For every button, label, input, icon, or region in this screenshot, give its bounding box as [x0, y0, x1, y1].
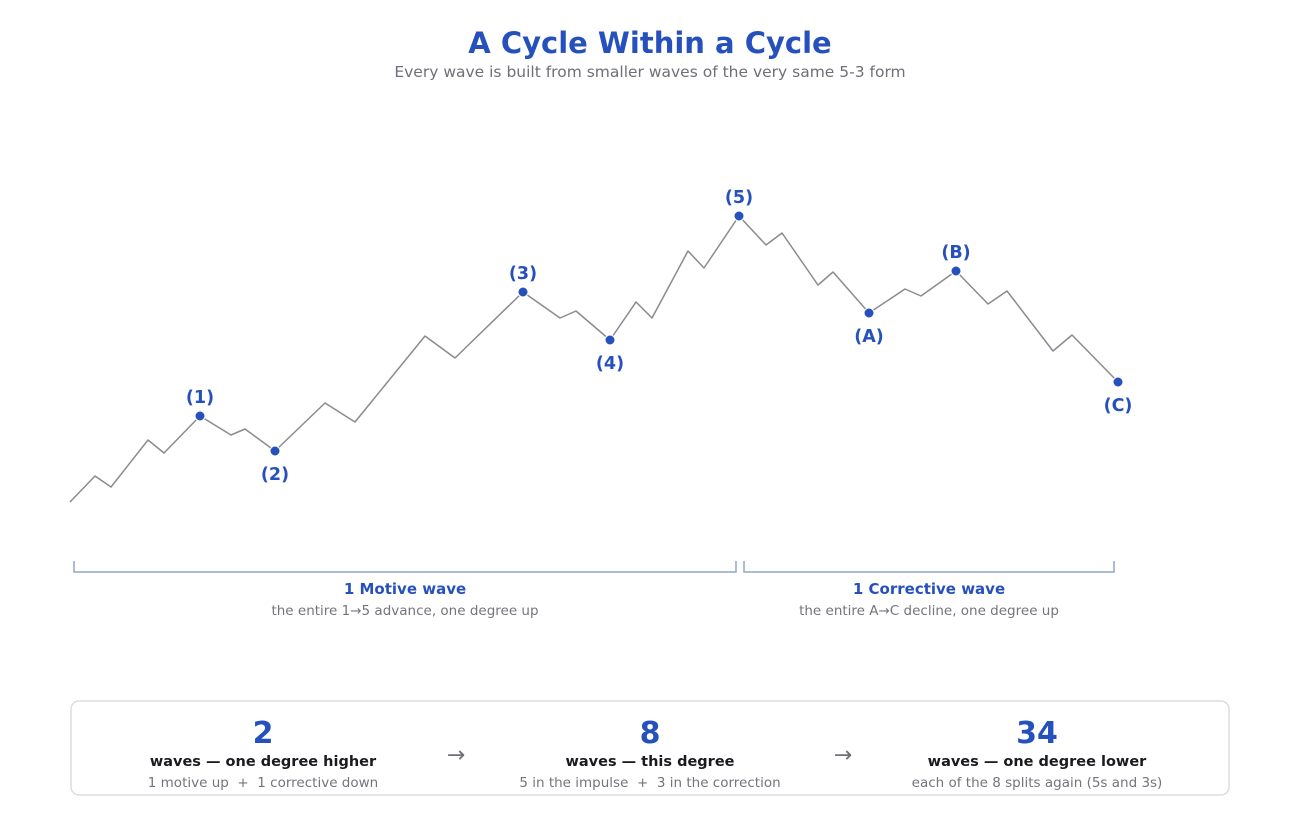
- pivot-dot-2: [269, 445, 281, 457]
- wave-label-1: (1): [186, 388, 214, 408]
- pivot-dot-1: [194, 410, 206, 422]
- stat-number-this: 8: [640, 716, 661, 751]
- pivot-dot-5: [733, 210, 745, 222]
- stat-label-this: waves — this degree: [565, 754, 734, 770]
- corrective-bracket: [743, 561, 1115, 573]
- arrow-right-icon: →: [447, 743, 465, 768]
- pivot-dot-3: [517, 286, 529, 298]
- wave-label-3: (3): [509, 264, 537, 284]
- pivot-points: [194, 210, 1124, 457]
- stat-number-lower: 34: [1016, 716, 1058, 751]
- stat-desc-higher: 1 motive up + 1 corrective down: [148, 775, 378, 791]
- pivot-dot-c: [1112, 376, 1124, 388]
- pivot-dot-4: [604, 334, 616, 346]
- pivot-dot-a: [863, 307, 875, 319]
- stat-label-higher: waves — one degree higher: [150, 754, 377, 770]
- page-title: A Cycle Within a Cycle: [468, 26, 831, 60]
- page-subtitle: Every wave is built from smaller waves o…: [394, 63, 905, 81]
- motive-bracket-title: 1 Motive wave: [344, 580, 466, 598]
- wave-label-5: (5): [725, 188, 753, 208]
- wave-label-a: (A): [854, 327, 884, 347]
- stat-number-higher: 2: [253, 716, 274, 751]
- motive-bracket: [73, 561, 737, 573]
- stat-desc-this: 5 in the impulse + 3 in the correction: [519, 775, 780, 791]
- stat-group-this: 8 waves — this degree 5 in the impulse +…: [519, 716, 780, 791]
- stat-group-higher: 2 waves — one degree higher 1 motive up …: [148, 716, 378, 791]
- wave-label-2: (2): [261, 465, 289, 485]
- wave-label-b: (B): [941, 243, 970, 263]
- wave-label-4: (4): [596, 354, 624, 374]
- motive-bracket-subtitle: the entire 1→5 advance, one degree up: [271, 603, 538, 619]
- wave-label-c: (C): [1104, 396, 1133, 416]
- arrow-right-icon: →: [834, 743, 852, 768]
- wave-path: [69, 215, 1119, 503]
- stat-group-lower: 34 waves — one degree lower each of the …: [912, 716, 1163, 791]
- pivot-dot-b: [950, 265, 962, 277]
- stat-desc-lower: each of the 8 splits again (5s and 3s): [912, 775, 1163, 791]
- stat-label-lower: waves — one degree lower: [928, 754, 1147, 770]
- corrective-bracket-title: 1 Corrective wave: [853, 580, 1005, 598]
- stats-panel: [70, 700, 1230, 796]
- corrective-bracket-subtitle: the entire A→C decline, one degree up: [799, 603, 1059, 619]
